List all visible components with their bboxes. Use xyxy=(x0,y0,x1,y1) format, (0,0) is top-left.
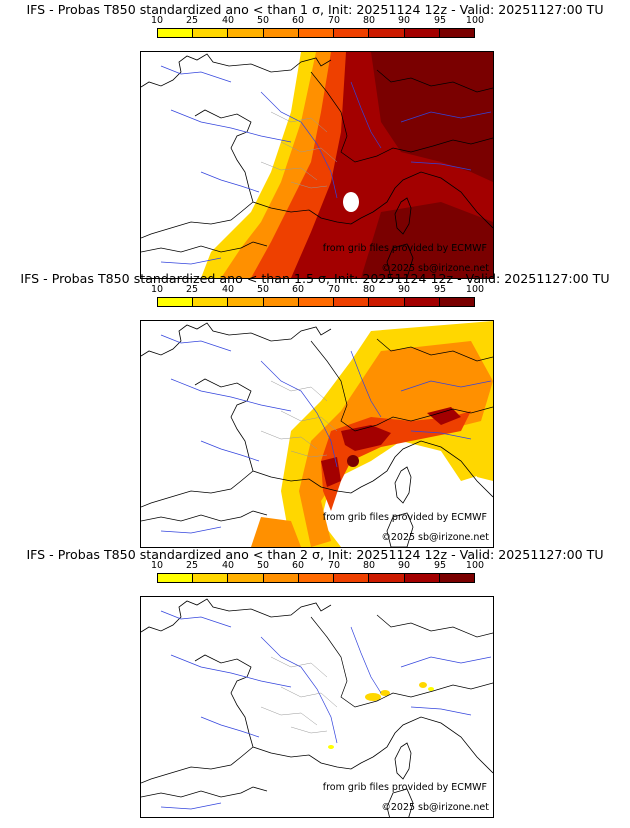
panel-1: IFS - Probas T850 standardized ano < tha… xyxy=(0,3,630,279)
colorbar-tick: 25 xyxy=(185,15,199,26)
colorbar-swatch xyxy=(404,298,440,306)
colorbar-tick: 70 xyxy=(327,560,341,571)
colorbar-swatch xyxy=(404,574,440,582)
colorbar-tick: 95 xyxy=(433,15,447,26)
colorbar-tick: 80 xyxy=(362,15,376,26)
colorbar xyxy=(157,573,475,583)
colorbar-tick: 95 xyxy=(433,560,447,571)
colorbar-tick: 60 xyxy=(291,284,305,295)
colorbar-tick: 90 xyxy=(397,15,411,26)
colorbar-swatch xyxy=(439,29,474,37)
colorbar-swatch xyxy=(298,29,335,37)
colorbar-tick: 40 xyxy=(221,15,235,26)
colorbar-tick: 50 xyxy=(256,560,270,571)
panel-title: IFS - Probas T850 standardized ano < tha… xyxy=(26,547,604,562)
colorbar-tick: 100 xyxy=(465,284,485,295)
colorbar-tick: 10 xyxy=(150,284,164,295)
copyright-credit: ©2025 sb@irizone.net xyxy=(381,802,489,813)
colorbar-swatch xyxy=(334,574,370,582)
colorbar-tick: 80 xyxy=(362,284,376,295)
colorbar-tick: 90 xyxy=(397,284,411,295)
colorbar-swatch xyxy=(158,574,194,582)
colorbar-tick: 10 xyxy=(150,15,164,26)
colorbar-tick: 95 xyxy=(433,284,447,295)
colorbar-tick: 25 xyxy=(185,560,199,571)
panel-title: IFS - Probas T850 standardized ano < tha… xyxy=(20,271,610,286)
colorbar-swatch xyxy=(369,574,405,582)
colorbar-tick: 70 xyxy=(327,15,341,26)
colorbar-swatch xyxy=(369,29,405,37)
colorbar-tick: 40 xyxy=(221,284,235,295)
panel-title: IFS - Probas T850 standardized ano < tha… xyxy=(26,2,604,17)
colorbar-swatch xyxy=(334,29,370,37)
colorbar-tick: 10 xyxy=(150,560,164,571)
panel-3: IFS - Probas T850 standardized ano < tha… xyxy=(0,548,630,824)
colorbar-swatch xyxy=(369,298,405,306)
colorbar xyxy=(157,28,475,38)
probability-map: from grib files provided by ECMWF ©2025 … xyxy=(140,596,494,818)
colorbar-swatch xyxy=(298,574,335,582)
colorbar-swatch xyxy=(158,298,194,306)
colorbar-tick: 60 xyxy=(291,560,305,571)
probability-map: from grib files provided by ECMWF ©2025 … xyxy=(140,320,494,548)
colorbar-swatch xyxy=(228,574,264,582)
colorbar-swatch xyxy=(298,298,335,306)
map-graphic xyxy=(141,598,493,817)
colorbar-swatch xyxy=(158,29,194,37)
colorbar-swatch xyxy=(439,574,474,582)
colorbar xyxy=(157,297,475,307)
copyright-credit: ©2025 sb@irizone.net xyxy=(381,263,489,274)
copyright-credit: ©2025 sb@irizone.net xyxy=(381,532,489,543)
source-credit: from grib files provided by ECMWF xyxy=(322,782,487,793)
map-graphic xyxy=(141,52,493,278)
colorbar-tick: 40 xyxy=(221,560,235,571)
colorbar-swatch xyxy=(193,298,229,306)
colorbar-tick: 90 xyxy=(397,560,411,571)
colorbar-tick: 25 xyxy=(185,284,199,295)
colorbar-swatch xyxy=(193,574,229,582)
colorbar-swatch xyxy=(263,29,299,37)
colorbar-tick: 50 xyxy=(256,284,270,295)
colorbar-tick: 50 xyxy=(256,15,270,26)
colorbar-swatch xyxy=(228,29,264,37)
colorbar-swatch xyxy=(404,29,440,37)
colorbar-tick: 100 xyxy=(465,15,485,26)
colorbar-tick: 80 xyxy=(362,560,376,571)
colorbar-swatch xyxy=(193,29,229,37)
panel-2: IFS - Probas T850 standardized ano < tha… xyxy=(0,272,630,548)
colorbar-swatch xyxy=(228,298,264,306)
colorbar-swatch xyxy=(263,298,299,306)
map-graphic xyxy=(141,321,493,547)
source-credit: from grib files provided by ECMWF xyxy=(322,512,487,523)
colorbar-tick: 60 xyxy=(291,15,305,26)
colorbar-swatch xyxy=(439,298,474,306)
colorbar-tick: 100 xyxy=(465,560,485,571)
colorbar-swatch xyxy=(334,298,370,306)
colorbar-swatch xyxy=(263,574,299,582)
probability-map: from grib files provided by ECMWF ©2025 … xyxy=(140,51,494,279)
colorbar-tick: 70 xyxy=(327,284,341,295)
source-credit: from grib files provided by ECMWF xyxy=(322,243,487,254)
